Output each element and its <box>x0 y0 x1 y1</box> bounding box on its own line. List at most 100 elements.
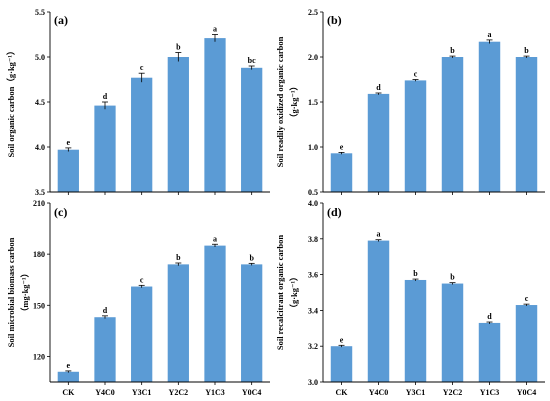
y-axis-title: Soil readily oxidized organic carbon <box>275 36 285 167</box>
panel-label-a: (a) <box>54 13 68 27</box>
y-tick-label: 2.5 <box>308 8 318 17</box>
significance-letter-b-Y2C2: b <box>450 46 455 55</box>
y-axis-title: Soil microbial biomass carbon <box>6 237 16 347</box>
x-tick-label-Y4C0: Y4C0 <box>369 388 389 397</box>
y-axis-title: Soil recalcitrant organic carbon <box>275 235 285 351</box>
y-tick-label: 0.5 <box>308 188 318 197</box>
y-tick-label: 210 <box>33 199 45 208</box>
significance-letter-b-Y3C1: c <box>414 70 418 79</box>
bar-a-Y3C1 <box>131 77 153 192</box>
y-tick-label: 120 <box>33 352 45 361</box>
bar-c-Y1C3 <box>204 245 226 382</box>
x-tick-label-Y3C1: Y3C1 <box>406 388 426 397</box>
error-bar-d-Y0C4 <box>523 303 530 306</box>
bar-b-CK <box>330 153 353 192</box>
bar-d-CK <box>330 346 353 382</box>
bar-c-Y3C1 <box>131 286 153 382</box>
significance-letter-d-Y2C2: b <box>450 273 455 282</box>
error-bar-c-Y2C2 <box>175 262 182 266</box>
significance-letter-b-Y4C0: d <box>376 83 381 92</box>
y-tick-label: 5.0 <box>35 53 45 62</box>
significance-letter-d-CK: e <box>340 335 344 344</box>
x-tick-label-Y1C3: Y1C3 <box>480 388 500 397</box>
error-bar-c-CK <box>65 370 72 373</box>
x-tick-label-Y3C1: Y3C1 <box>132 388 152 397</box>
panel-c: e d c b a b 120 150 180 210 CK Y4C0 Y3C1 Y2C2 Y1C3 Y0C4… <box>6 199 270 397</box>
bar-c-CK <box>57 371 79 382</box>
bar-c-Y4C0 <box>94 317 116 382</box>
significance-letter-c-CK: e <box>67 361 71 370</box>
error-bar-b-Y0C4 <box>523 55 530 58</box>
y-axis-title: Soil organic carbon（g·kg⁻¹） <box>6 47 16 158</box>
significance-letter-c-Y2C2: b <box>176 253 181 262</box>
panel-label-d: (d) <box>327 205 342 219</box>
bar-d-Y0C4 <box>515 305 538 382</box>
x-tick-label-Y0C4: Y0C4 <box>242 388 262 397</box>
error-bar-a-Y0C4 <box>248 65 255 70</box>
significance-letter-a-Y4C0: d <box>103 92 108 101</box>
error-bar-a-Y2C2 <box>175 52 182 62</box>
significance-letter-a-Y2C2: b <box>176 43 181 52</box>
bar-b-Y3C1 <box>404 80 427 192</box>
significance-letter-d-Y1C3: d <box>487 312 492 321</box>
bar-a-Y2C2 <box>167 57 189 192</box>
bar-b-Y0C4 <box>515 57 538 192</box>
y-axis-title-unit: （mg·kg⁻¹） <box>20 269 30 316</box>
error-bar-d-Y4C0 <box>375 239 382 242</box>
y-tick-label: 3.5 <box>35 188 45 197</box>
y-tick-label: 150 <box>33 301 45 310</box>
panel-label-b: (b) <box>327 13 342 27</box>
error-bar-c-Y0C4 <box>248 262 255 266</box>
significance-letter-d-Y3C1: b <box>413 269 418 278</box>
bar-d-Y2C2 <box>441 283 464 382</box>
significance-letter-d-Y0C4: c <box>525 294 529 303</box>
error-bar-a-CK <box>65 147 72 152</box>
y-tick-label: 3.6 <box>308 271 318 280</box>
bar-b-Y4C0 <box>367 93 390 192</box>
y-tick-label: 1.5 <box>308 98 318 107</box>
significance-letter-a-Y1C3: a <box>213 25 217 34</box>
error-bar-c-Y4C0 <box>102 315 108 319</box>
error-bar-d-Y1C3 <box>486 321 493 324</box>
x-tick-label-Y4C0: Y4C0 <box>95 388 115 397</box>
panel-b: e d c b a b 0.5 1.0 1.5 2.0 2.5 Soil readily oxidiz… <box>275 8 545 197</box>
bar-d-Y3C1 <box>404 279 427 382</box>
y-tick-label: 180 <box>33 250 45 259</box>
bar-d-Y1C3 <box>478 322 501 382</box>
x-tick-label-Y0C4: Y0C4 <box>517 388 537 397</box>
x-tick-label-CK: CK <box>62 388 75 397</box>
error-bar-b-Y3C1 <box>412 79 419 82</box>
error-bar-a-Y4C0 <box>102 101 108 110</box>
error-bar-a-Y1C3 <box>212 34 218 42</box>
error-bar-d-Y3C1 <box>412 278 419 281</box>
error-bar-b-Y1C3 <box>486 39 493 44</box>
significance-letter-a-Y0C4: bc <box>248 56 256 65</box>
x-tick-label-Y1C3: Y1C3 <box>205 388 225 397</box>
error-bar-b-Y4C0 <box>375 92 382 95</box>
significance-letter-c-Y3C1: c <box>140 275 144 284</box>
bar-b-Y2C2 <box>441 57 464 192</box>
bar-a-Y1C3 <box>204 38 226 192</box>
y-tick-label: 4.0 <box>35 143 45 152</box>
bar-c-Y2C2 <box>167 264 189 382</box>
bar-a-CK <box>57 149 79 192</box>
y-tick-label: 5.5 <box>35 8 45 17</box>
significance-letter-c-Y4C0: d <box>103 306 108 315</box>
error-bar-b-CK <box>338 151 345 155</box>
error-bar-d-Y2C2 <box>449 282 456 285</box>
error-bar-c-Y3C1 <box>138 284 145 288</box>
bar-c-Y0C4 <box>241 264 263 382</box>
y-tick-label: 2.0 <box>308 53 318 62</box>
panel-label-c: (c) <box>54 205 67 219</box>
significance-letter-a-CK: e <box>67 138 71 147</box>
y-tick-label: 4.0 <box>308 199 318 208</box>
x-tick-label-Y2C2: Y2C2 <box>443 388 463 397</box>
significance-letter-b-CK: e <box>340 142 344 151</box>
bar-a-Y0C4 <box>241 67 263 192</box>
y-tick-label: 3.2 <box>308 342 318 351</box>
significance-letter-a-Y3C1: c <box>140 63 144 72</box>
significance-letter-b-Y1C3: a <box>488 30 492 39</box>
significance-letter-b-Y0C4: b <box>524 46 529 55</box>
error-bar-c-Y1C3 <box>212 243 218 247</box>
